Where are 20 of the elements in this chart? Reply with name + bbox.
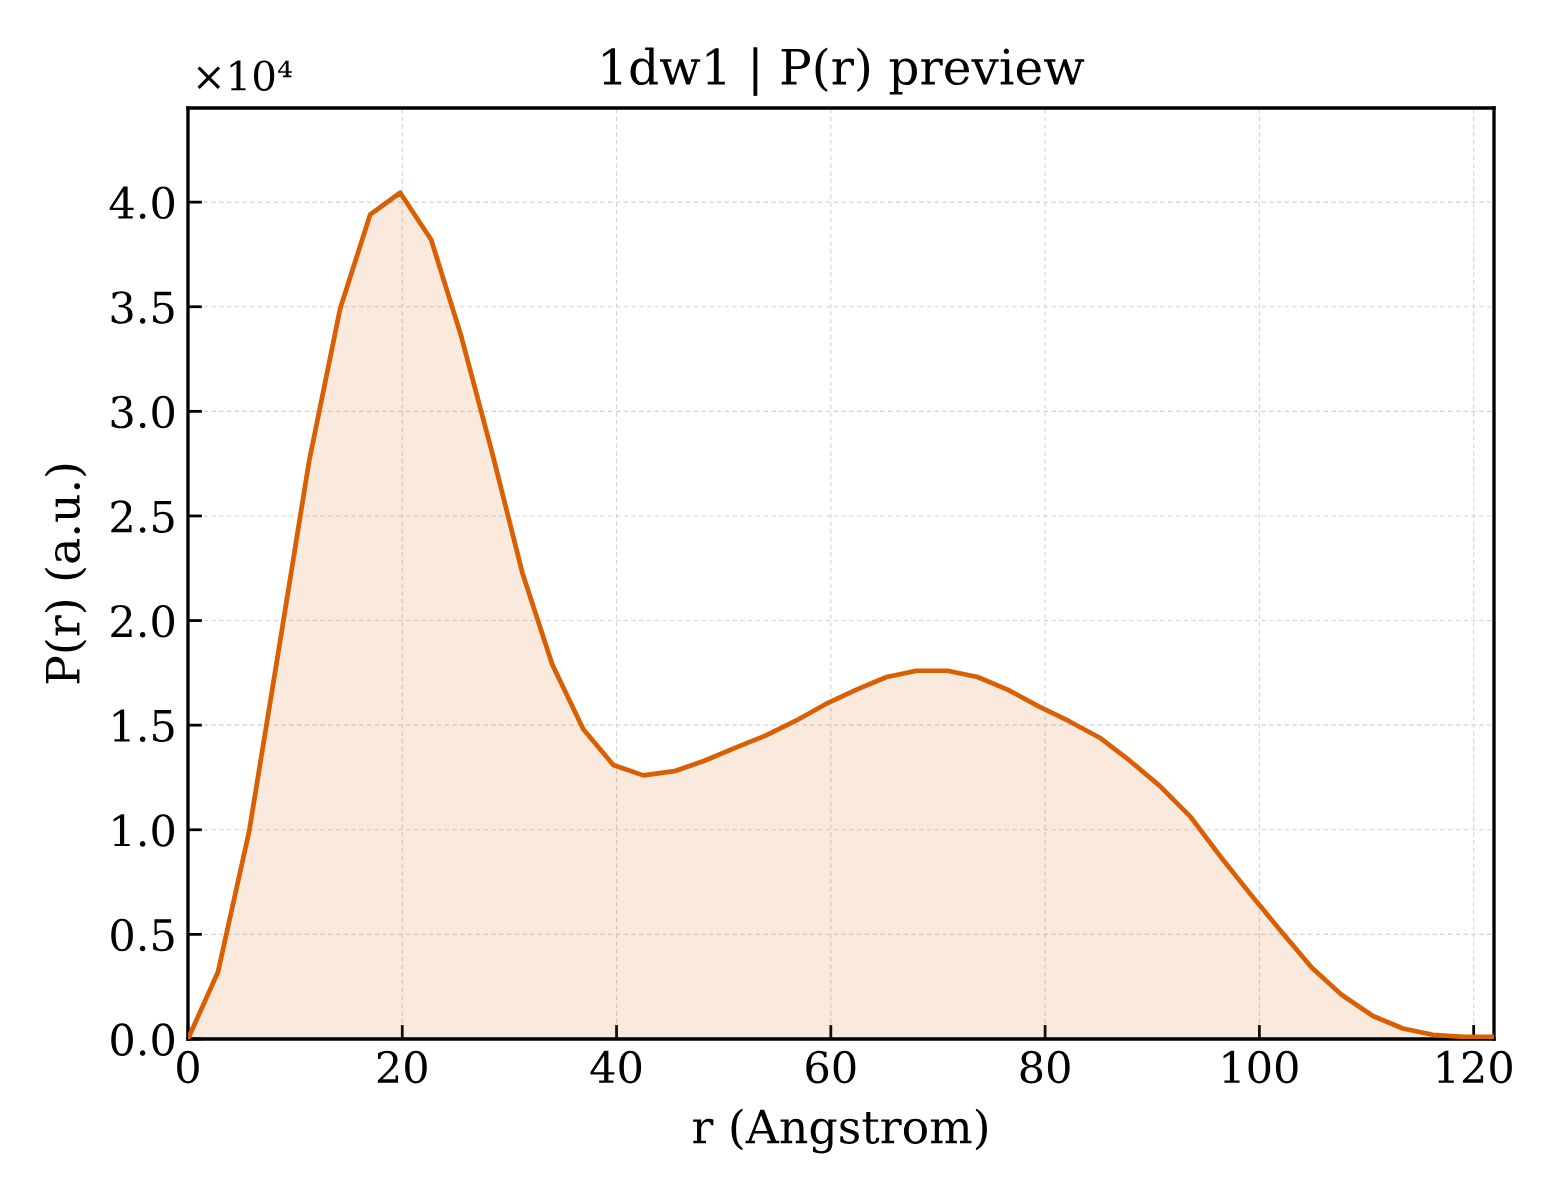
x-tick-label: 40 — [590, 1050, 642, 1084]
y-tick-label: 0.0 — [111, 1023, 175, 1056]
y-tick-label: 2.5 — [111, 500, 174, 533]
x-tick-label: 100 — [1223, 1050, 1298, 1084]
x-tick-label: 60 — [806, 1050, 856, 1084]
x-axis-title: r (Angstrom) — [693, 1108, 987, 1154]
y-tick-label: 1.0 — [113, 814, 175, 847]
x-tick-label: 0 — [177, 1050, 199, 1084]
y-tick-label: 4.0 — [109, 186, 175, 220]
y-tick-label: 3.5 — [111, 291, 174, 324]
x-tick-label: 20 — [377, 1050, 427, 1084]
y-tick-label: 3.0 — [111, 395, 175, 429]
y-tick-label: 1.5 — [113, 709, 174, 743]
y-tick-label: 2.0 — [111, 604, 175, 638]
x-tick-label: 120 — [1437, 1050, 1512, 1084]
y-axis-title: P(r) (a.u.) — [44, 464, 87, 684]
x-tick-label: 80 — [1020, 1050, 1070, 1084]
y-tick-label: 0.5 — [111, 918, 174, 952]
chart-title: 1dw1 | P(r) preview — [603, 47, 1085, 96]
text: ×10⁴ — [197, 60, 292, 91]
